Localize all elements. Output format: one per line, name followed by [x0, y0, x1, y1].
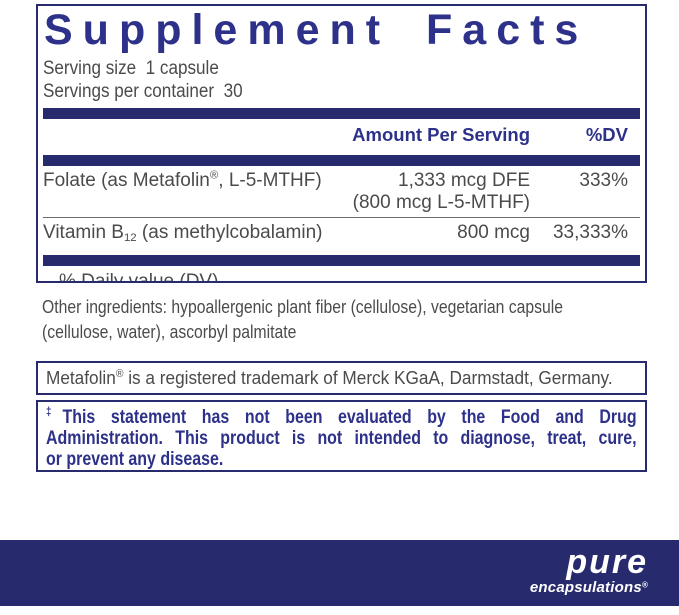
disclaimer-line1-text: This statement has not been evaluated by…: [62, 406, 637, 428]
divider-bar-bottom: [43, 255, 640, 267]
disclaimer-line1: ‡This statement has not been evaluated b…: [46, 405, 637, 428]
subscript-12: 12: [123, 231, 137, 244]
registered-mark: ®: [115, 367, 124, 380]
divider-bar-top: [43, 108, 640, 120]
row-divider: [43, 217, 640, 219]
disclaimer-line2: Administration. This product is not inte…: [46, 427, 637, 449]
column-header-dv: %DV: [585, 124, 628, 146]
other-ingredients-line1: Other ingredients: hypoallergenic plant …: [42, 296, 563, 317]
disclaimer-box: ‡This statement has not been evaluated b…: [36, 400, 647, 472]
brand-wordmark: pure: [566, 543, 648, 582]
trademark-note-text: Metafolin® is a registered trademark of …: [46, 367, 613, 389]
registered-mark: ®: [641, 580, 648, 590]
other-ingredients-line2: (cellulose, water), ascorbyl palmitate: [42, 321, 297, 342]
brand-wordmark-sub: encapsulations®: [530, 580, 648, 595]
disclaimer-line3: or prevent any disease.: [46, 448, 224, 470]
servings-per-container-line: Servings per container 30: [43, 81, 243, 103]
other-ingredients-text: Other ingredients: hypoallergenic plant …: [42, 294, 637, 344]
serving-size-line: Serving size 1 capsule: [43, 58, 219, 80]
nutrient-dv: 33,333%: [552, 222, 628, 244]
nutrient-name-text: (as methylcobalamin): [136, 222, 323, 244]
trademark-note-box: Metafolin® is a registered trademark of …: [36, 361, 647, 395]
nutrient-amount: 800 mcg: [457, 222, 530, 244]
nutrient-name-text: , L-5-MTHF): [218, 170, 322, 192]
trademark-name: Metafolin: [46, 367, 116, 388]
brand-band: pure encapsulations®: [0, 540, 679, 606]
supplement-facts-panel: Supplement Facts Serving size 1 capsule …: [36, 4, 647, 283]
nutrient-name: Vitamin B12 (as methylcobalamin): [43, 222, 345, 244]
panel-title: Supplement Facts: [44, 6, 589, 54]
divider-bar-header: [43, 155, 640, 167]
nutrient-amount: 1,333 mcg DFE (800 mcg L-5-MTHF): [345, 170, 535, 214]
nutrient-amount-line2: (800 mcg L-5-MTHF): [352, 192, 530, 214]
trademark-suffix: is a registered trademark of Merck KGaA,…: [123, 367, 613, 388]
column-header-amount: Amount Per Serving: [352, 124, 530, 146]
daily-value-footnote: % Daily value (DV): [59, 271, 219, 283]
brand-sub-text: encapsulations: [529, 579, 642, 597]
disclaimer-text: ‡This statement has not been evaluated b…: [46, 405, 637, 470]
nutrient-name-text: Vitamin B: [43, 222, 124, 244]
nutrient-name: Folate (as Metafolin®, L-5-MTHF): [43, 170, 345, 192]
nutrient-dv: 333%: [579, 170, 628, 192]
double-dagger-mark: ‡: [46, 405, 63, 419]
registered-mark: ®: [209, 169, 219, 182]
nutrient-row-vitamin-b12: Vitamin B12 (as methylcobalamin) 800 mcg…: [43, 218, 640, 250]
nutrient-row-folate: Folate (as Metafolin®, L-5-MTHF) 1,333 m…: [43, 166, 640, 217]
column-header-row: Amount Per Serving %DV: [43, 119, 640, 150]
serving-info: Serving size 1 capsule Servings per cont…: [43, 57, 640, 103]
nutrient-amount-line1: 1,333 mcg DFE: [398, 170, 530, 192]
brand-logo: pure encapsulations®: [530, 543, 648, 595]
nutrient-name-text: Folate (as Metafolin: [43, 170, 210, 192]
